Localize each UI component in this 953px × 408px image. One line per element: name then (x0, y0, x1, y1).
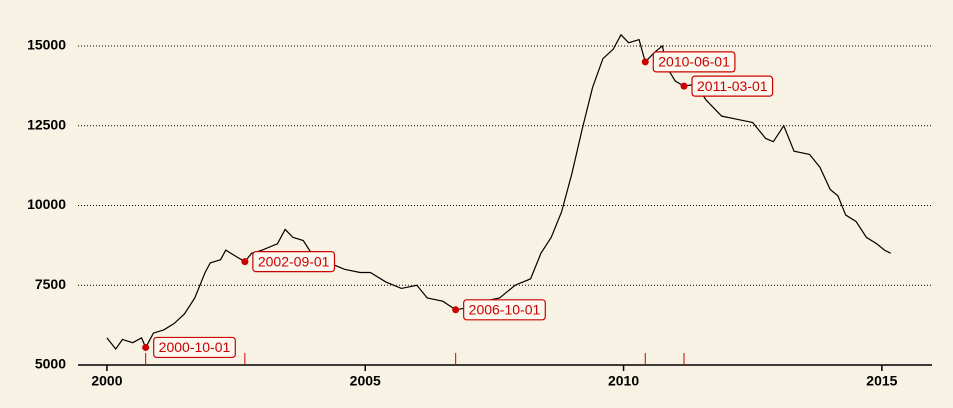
highlight-point (142, 343, 150, 351)
annotation-label: 2002-09-01 (258, 253, 330, 269)
highlight-point (641, 58, 649, 66)
x-tick-label: 2000 (91, 373, 122, 389)
annotation-box (691, 75, 774, 97)
x-tick-label: 2010 (608, 373, 639, 389)
line (106, 33, 891, 351)
annotation-box (252, 251, 336, 273)
annotation-box (463, 299, 546, 321)
annotation-label: 2010-06-01 (658, 54, 730, 70)
highlight-point (680, 82, 688, 90)
annotation-box (153, 336, 236, 359)
x-tick-label: 2005 (350, 373, 381, 389)
annotation-label: 2011-03-01 (697, 78, 768, 94)
highlight-point (241, 258, 249, 266)
annotation: 2011-03-01 (691, 75, 774, 97)
x-tick-label: 2015 (866, 373, 897, 389)
y-tick-label: 7500 (35, 276, 66, 292)
annotation-label: 2000-10-01 (159, 339, 231, 355)
annotation-label: 2006-10-01 (469, 302, 541, 318)
annotation: 2010-06-01 (652, 51, 736, 73)
annotation: 2000-10-01 (153, 336, 236, 359)
highlight-point (452, 306, 460, 314)
y-tick-label: 5000 (35, 356, 66, 372)
annotation: 2006-10-01 (463, 299, 546, 321)
annotation: 2002-09-01 (252, 251, 336, 273)
y-tick-label: 10000 (27, 196, 66, 212)
y-tick-label: 12500 (27, 116, 66, 132)
annotation-box (652, 51, 736, 73)
y-tick-label: 15000 (27, 37, 66, 53)
